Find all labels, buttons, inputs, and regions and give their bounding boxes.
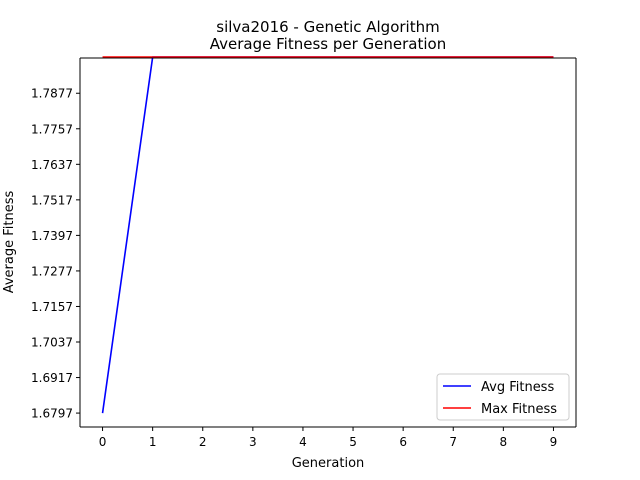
y-tick-label: 1.7397	[31, 229, 73, 243]
plot-area	[80, 58, 576, 427]
legend-label-max-fitness: Max Fitness	[481, 402, 557, 417]
y-tick-label: 1.7757	[31, 122, 73, 136]
x-tick-label: 8	[500, 435, 508, 449]
x-axis-ticks: 0 1 2 3 4 5 6 7 8 9	[99, 427, 558, 449]
x-tick-label: 2	[199, 435, 207, 449]
y-tick-label: 1.7157	[31, 300, 73, 314]
legend-label-avg-fitness: Avg Fitness	[481, 380, 554, 395]
y-tick-label: 1.7517	[31, 193, 73, 207]
y-tick-label: 1.6797	[31, 407, 73, 421]
y-tick-label: 1.7637	[31, 158, 73, 172]
x-tick-label: 1	[149, 435, 157, 449]
chart-title-line-2: Average Fitness per Generation	[210, 35, 446, 53]
chart-title-line-1: silva2016 - Genetic Algorithm	[216, 18, 439, 36]
x-tick-label: 6	[399, 435, 407, 449]
y-tick-label: 1.7037	[31, 336, 73, 350]
series-lines	[101, 56, 554, 414]
x-tick-label: 4	[299, 435, 307, 449]
y-axis-label: Average Fitness	[2, 191, 17, 294]
y-tick-label: 1.6917	[31, 371, 73, 385]
x-tick-label: 3	[249, 435, 257, 449]
x-tick-label: 7	[449, 435, 457, 449]
y-axis-ticks: 1.6797 1.6917 1.7037 1.7157 1.7277 1.7397 1.75…	[31, 87, 80, 421]
y-tick-label: 1.7277	[31, 264, 73, 278]
x-tick-label: 0	[99, 435, 107, 449]
x-tick-label: 9	[550, 435, 558, 449]
axes-frame	[79, 57, 577, 428]
legend: Avg Fitness Max Fitness	[436, 373, 570, 421]
y-tick-label: 1.7877	[31, 87, 73, 101]
x-axis-label: Generation	[292, 456, 365, 471]
x-tick-label: 5	[349, 435, 357, 449]
